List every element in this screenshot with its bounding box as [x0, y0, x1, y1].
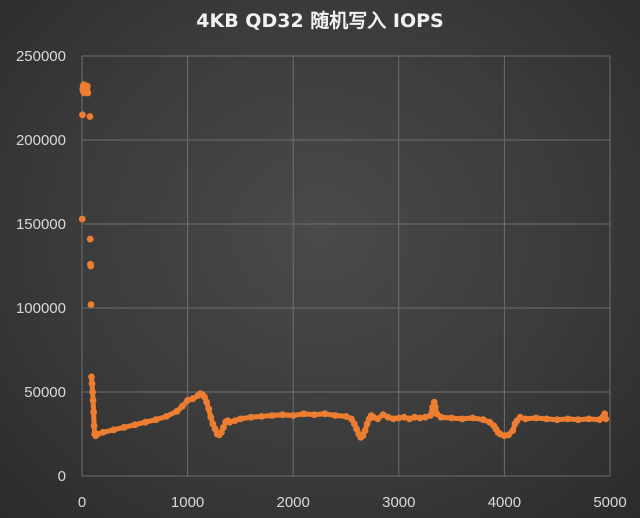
data-point: [201, 393, 208, 401]
data-point: [509, 427, 517, 434]
data-point: [400, 413, 408, 421]
data-point: [94, 430, 102, 438]
data-point: [522, 415, 529, 423]
data-point: [86, 113, 94, 120]
data-point: [84, 89, 92, 97]
data-point: [209, 420, 217, 428]
data-point: [207, 413, 215, 421]
data-point: [395, 414, 403, 422]
data-point: [189, 395, 197, 403]
data-point: [596, 416, 603, 424]
data-point: [310, 411, 318, 419]
data-point: [237, 415, 244, 423]
data-point: [585, 415, 593, 423]
data-point: [342, 413, 350, 420]
data-point: [406, 415, 413, 423]
data-point: [374, 415, 382, 423]
data-point: [87, 262, 95, 270]
data-point: [448, 414, 455, 422]
data-point: [411, 413, 418, 421]
data-point: [543, 415, 550, 423]
x-tick-label: 5000: [593, 494, 626, 511]
x-tick-label: 4000: [488, 494, 521, 511]
data-point: [87, 301, 95, 308]
data-point: [86, 235, 94, 243]
y-tick-label: 250000: [16, 48, 66, 65]
x-tick-label: 0: [78, 494, 86, 511]
data-point: [79, 111, 86, 119]
data-point: [142, 418, 149, 426]
data-point: [289, 412, 297, 419]
data-point: [532, 414, 540, 422]
data-point: [458, 415, 466, 423]
data-point: [247, 413, 255, 421]
data-point: [279, 411, 286, 419]
data-point: [131, 421, 139, 429]
x-tick-label: 3000: [382, 494, 415, 511]
y-tick-label: 100000: [16, 300, 66, 317]
data-point: [479, 416, 487, 424]
data-point: [226, 418, 234, 426]
data-point: [88, 380, 96, 387]
data-point: [163, 413, 170, 420]
data-point: [178, 402, 186, 410]
data-point: [359, 432, 367, 440]
data-point: [152, 416, 160, 424]
data-point: [90, 422, 98, 429]
data-point: [268, 412, 276, 419]
data-point: [602, 415, 610, 423]
data-point: [347, 415, 355, 423]
data-point: [220, 423, 227, 431]
data-point: [321, 410, 329, 418]
chart-title: 4KB QD32 随机写入 IOPS: [196, 10, 444, 32]
data-point: [78, 215, 86, 223]
data-point: [379, 411, 387, 419]
data-point: [83, 82, 91, 90]
data-point: [300, 410, 308, 418]
x-tick-label: 2000: [277, 494, 310, 511]
data-point: [332, 412, 339, 419]
data-point: [90, 408, 97, 416]
y-tick-label: 200000: [16, 132, 66, 149]
data-point: [601, 410, 609, 418]
data-point: [421, 413, 429, 421]
data-point: [173, 407, 181, 415]
y-tick-label: 150000: [16, 216, 66, 233]
data-point: [384, 413, 392, 421]
y-tick-label: 0: [58, 468, 66, 485]
data-point: [89, 388, 96, 396]
data-point: [120, 423, 128, 431]
data-point: [516, 413, 524, 421]
data-point: [553, 416, 561, 424]
y-tick-label: 50000: [24, 384, 66, 401]
data-point: [351, 420, 358, 428]
data-point: [203, 398, 211, 406]
data-point: [258, 413, 265, 420]
data-point: [89, 397, 97, 404]
data-point: [437, 413, 445, 421]
data-point: [574, 416, 582, 424]
data-point: [231, 417, 239, 424]
x-tick-label: 1000: [171, 494, 204, 511]
data-point: [184, 397, 192, 404]
data-point: [564, 415, 572, 423]
data-point: [427, 412, 434, 419]
data-point: [416, 414, 424, 422]
data-point: [505, 431, 512, 439]
data-point: [361, 427, 369, 434]
data-point: [431, 403, 439, 411]
data-point: [110, 426, 118, 434]
data-point: [88, 373, 95, 381]
series-trace: [89, 374, 609, 440]
data-point: [99, 428, 107, 436]
data-point: [205, 405, 213, 413]
data-point: [469, 414, 477, 422]
data-point: [390, 415, 397, 423]
